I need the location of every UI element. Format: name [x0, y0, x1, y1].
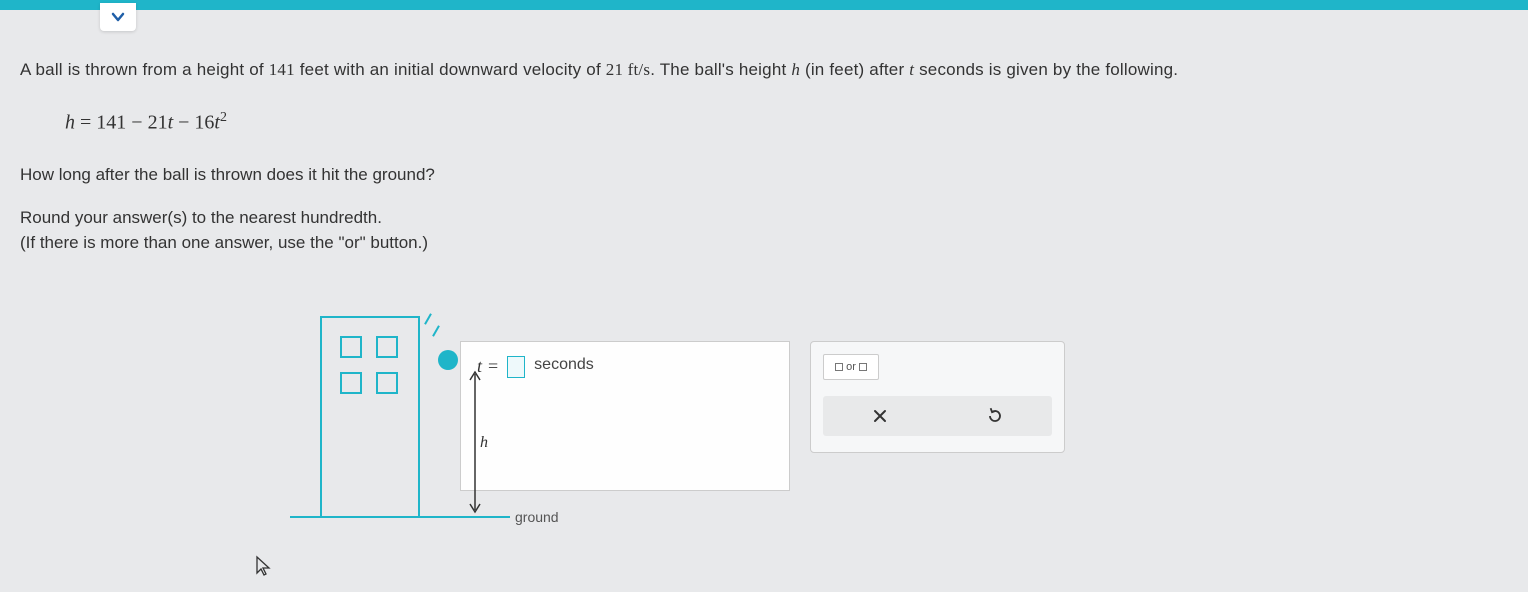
or-label: or: [846, 361, 856, 373]
problem-intro: A ball is thrown from a height of 141 fe…: [20, 60, 1508, 80]
velocity-units: ft/s: [623, 60, 650, 79]
window-icon: [340, 336, 362, 358]
ground-label: ground: [515, 509, 559, 525]
height-value: 141: [269, 60, 295, 79]
motion-tick-icon: [424, 313, 432, 324]
tool-panel: or: [810, 341, 1065, 453]
velocity-value: 21: [606, 60, 623, 79]
undo-icon: [986, 407, 1004, 425]
reset-button[interactable]: [981, 402, 1009, 430]
tool-row: [823, 396, 1052, 436]
window-icon: [376, 336, 398, 358]
text: . The ball's height: [650, 60, 791, 79]
ball-icon: [438, 350, 458, 370]
h-label: h: [480, 434, 488, 452]
window-icon: [376, 372, 398, 394]
instructions: Round your answer(s) to the nearest hund…: [20, 205, 1508, 256]
chevron-down-icon: [110, 9, 126, 25]
cursor-icon: [255, 555, 273, 577]
building-outline: [320, 316, 420, 516]
instruction-round: Round your answer(s) to the nearest hund…: [20, 208, 382, 227]
problem-content: A ball is thrown from a height of 141 fe…: [0, 10, 1528, 536]
height-equation: h = 141 − 21t − 16t2: [65, 110, 1508, 135]
instruction-or: (If there is more than one answer, use t…: [20, 233, 428, 252]
motion-tick-icon: [432, 325, 440, 336]
text: seconds is given by the following.: [914, 60, 1178, 79]
height-variable: h: [791, 60, 800, 79]
question-text: How long after the ball is thrown does i…: [20, 165, 1508, 185]
text: feet with an initial downward velocity o…: [295, 60, 606, 79]
diagram-container: h ground: [20, 306, 380, 536]
placeholder-box-icon: [859, 363, 867, 371]
window-icon: [340, 372, 362, 394]
interaction-row: h ground t = seconds or: [20, 306, 1508, 536]
or-button[interactable]: or: [823, 354, 879, 380]
header-bar: [0, 0, 1528, 10]
building-diagram: h ground: [290, 306, 580, 536]
x-icon: [872, 408, 888, 424]
placeholder-box-icon: [835, 363, 843, 371]
expand-toggle[interactable]: [100, 3, 136, 31]
text: (in feet) after: [800, 60, 909, 79]
ground-line: [290, 516, 510, 518]
text: A ball is thrown from a height of: [20, 60, 269, 79]
clear-button[interactable]: [866, 402, 894, 430]
